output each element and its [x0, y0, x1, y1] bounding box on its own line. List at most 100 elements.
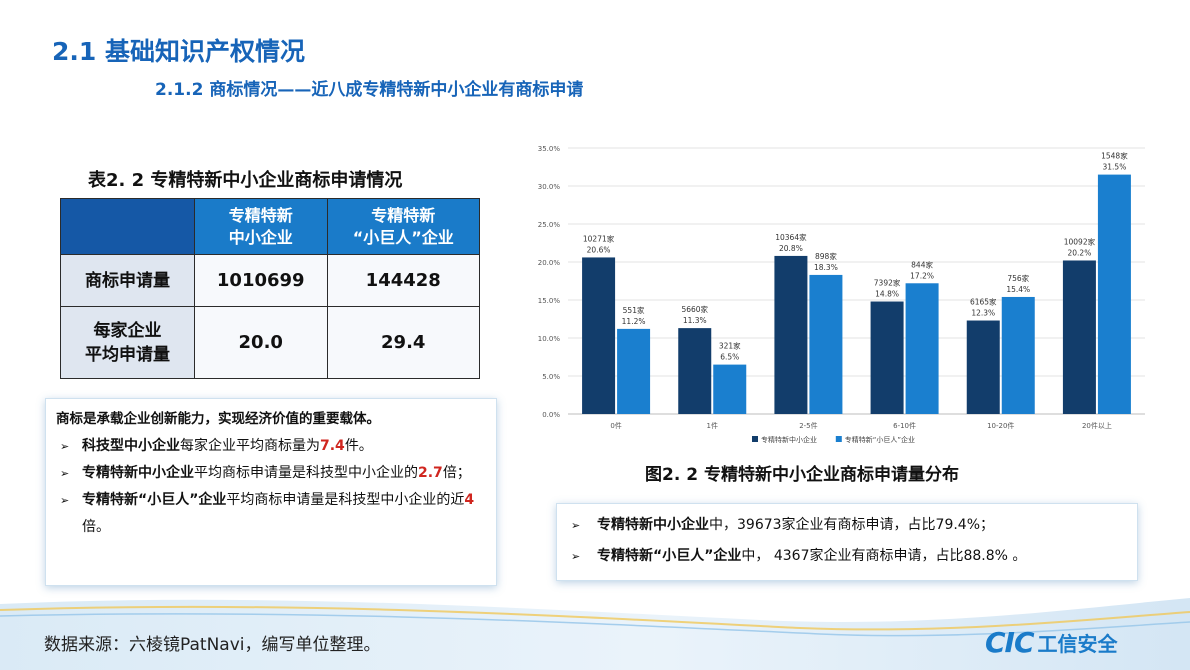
x-tick-label: 1件: [707, 421, 718, 430]
item-text: 中，39673家企业有商标申请，占比79.4%；: [709, 517, 995, 533]
item-text: 每家企业平均商标量为: [180, 438, 320, 454]
page-title: 2.1 基础知识产权情况: [52, 37, 305, 66]
y-tick-label: 20.0%: [538, 259, 561, 267]
table-cell: 20.0: [194, 306, 328, 379]
col-header-line: 专精特新: [371, 205, 436, 225]
data-label: 756家: [1007, 273, 1029, 283]
item-highlight: 2.7: [418, 465, 443, 481]
table-col-header-giant: 专精特新 “小巨人”企业: [326, 198, 480, 255]
item-tail: 件。: [344, 438, 373, 454]
data-label: 31.5%: [1103, 163, 1127, 172]
table-row: 每家企业 平均申请量 20.0 29.4: [60, 306, 480, 379]
y-tick-label: 35.0%: [538, 145, 561, 153]
table-header-row: 专精特新 中小企业 专精特新 “小巨人”企业: [60, 198, 480, 255]
col-header-line: 专精特新: [228, 205, 293, 225]
data-label: 12.3%: [971, 309, 995, 318]
item-highlight: 4: [464, 492, 475, 508]
data-label: 15.4%: [1006, 285, 1030, 294]
list-item: ➢ 专精特新“小巨人”企业平均商标申请量是科技型中小企业的近4 倍。: [56, 487, 486, 541]
legend-label: 专精特新中小企业: [761, 435, 817, 444]
row-header-line: 商标申请量: [85, 270, 170, 291]
x-tick-label: 20件以上: [1082, 421, 1112, 430]
y-tick-label: 5.0%: [542, 373, 560, 381]
chart-bar: [774, 255, 808, 414]
footer-wave-graphic: [0, 598, 1190, 670]
data-label: 20.6%: [587, 245, 611, 254]
table-cell: 1010699: [194, 254, 328, 307]
item-bold: 专精特新中小企业: [82, 465, 194, 481]
footer-wave: [0, 590, 1190, 670]
data-label: 10092家: [1064, 236, 1096, 246]
data-label: 11.3%: [683, 316, 707, 325]
data-source-note: 数据来源：六棱镜PatNavi，编写单位整理。: [44, 635, 381, 655]
figure-caption: 图2. 2 专精特新中小企业商标申请量分布: [645, 465, 959, 485]
table-cell: 29.4: [326, 306, 480, 379]
arrow-bullet-icon: ➢: [571, 550, 581, 563]
arrow-bullet-icon: ➢: [60, 467, 70, 480]
table-col-header-sme: 专精特新 中小企业: [194, 198, 328, 255]
y-tick-label: 30.0%: [538, 183, 561, 191]
y-tick-label: 25.0%: [538, 221, 561, 229]
logo-latin: CIC: [985, 625, 1035, 659]
data-label: 14.8%: [875, 290, 899, 299]
data-label: 5660家: [681, 304, 708, 314]
row-header-line: 平均申请量: [85, 344, 170, 365]
data-label: 551家: [623, 305, 645, 315]
chart-bar: [870, 301, 904, 414]
table-row-header: 商标申请量: [60, 254, 195, 307]
data-label: 11.2%: [622, 317, 646, 326]
item-bold: 专精特新“小巨人”企业: [597, 548, 742, 564]
chart-bar: [617, 328, 651, 414]
chart-bar: [1097, 174, 1131, 414]
data-label: 10364家: [775, 232, 807, 242]
trademark-distribution-chart: 0.0% 5.0% 10.0% 15.0% 20.0% 25.0% 30.0% 35.0% 10…: [520, 138, 1160, 456]
data-label: 321家: [719, 341, 741, 351]
y-tick-label: 10.0%: [538, 335, 561, 343]
table-row-header: 每家企业 平均申请量: [60, 306, 195, 379]
data-label: 17.2%: [910, 271, 934, 280]
x-tick-label: 10-20件: [987, 421, 1014, 430]
y-tick-label: 0.0%: [542, 411, 560, 419]
data-label: 10271家: [583, 233, 615, 243]
data-label: 18.3%: [814, 263, 838, 272]
item-text: 平均商标申请量是科技型中小企业的: [194, 465, 418, 481]
list-item: ➢ 专精特新中小企业中，39673家企业有商标申请，占比79.4%；: [567, 510, 1127, 541]
data-label: 6165家: [970, 297, 997, 307]
chart-bar: [1001, 296, 1035, 414]
item-bold: 科技型中小企业: [82, 438, 180, 454]
chart-bar: [966, 320, 1000, 414]
cic-logo: CIC 工信安全: [985, 625, 1118, 659]
col-header-line: 中小企业: [228, 227, 293, 247]
chart-bar: [809, 274, 843, 414]
legend-swatch: [835, 436, 842, 442]
right-notes-box: ➢ 专精特新中小企业中，39673家企业有商标申请，占比79.4%； ➢ 专精特新“…: [556, 503, 1138, 581]
page-subtitle: 2.1.2 商标情况——近八成专精特新中小企业有商标申请: [155, 80, 584, 100]
data-label: 7392家: [874, 278, 901, 288]
chart-svg: 0.0% 5.0% 10.0% 15.0% 20.0% 25.0% 30.0% 35.0% 10…: [538, 145, 1145, 444]
logo-cn: 工信安全: [1037, 631, 1118, 656]
legend-swatch: [752, 436, 758, 442]
chart-bar: [713, 364, 747, 414]
data-label: 898家: [815, 251, 837, 261]
x-tick-label: 2-5件: [799, 421, 817, 430]
chart-bar: [678, 328, 712, 414]
arrow-bullet-icon: ➢: [60, 440, 70, 453]
list-item: ➢ 科技型中小企业每家企业平均商标量为7.4件。: [56, 433, 486, 460]
col-header-line: “小巨人”企业: [352, 227, 454, 247]
chart-bar: [1062, 260, 1096, 414]
item-highlight: 7.4: [320, 438, 345, 454]
chart-bar: [905, 283, 939, 414]
item-text: 平均商标申请量是科技型中小企业的近: [226, 492, 465, 508]
x-tick-label: 6-10件: [893, 421, 916, 430]
list-item: ➢ 专精特新“小巨人”企业中， 4367家企业有商标申请，占比88.8% 。: [567, 541, 1127, 572]
data-label: 1548家: [1101, 151, 1128, 161]
row-header-line: 每家企业: [93, 320, 162, 341]
item-tail: 倍。: [82, 519, 110, 535]
table-cell: 144428: [326, 254, 480, 307]
table-caption: 表2. 2 专精特新中小企业商标申请情况: [88, 170, 403, 191]
chart-bar: [582, 257, 616, 414]
data-label: 20.8%: [779, 244, 803, 253]
table-row: 商标申请量 1010699 144428: [60, 254, 480, 307]
table-corner-cell: [60, 198, 195, 255]
arrow-bullet-icon: ➢: [571, 519, 581, 532]
